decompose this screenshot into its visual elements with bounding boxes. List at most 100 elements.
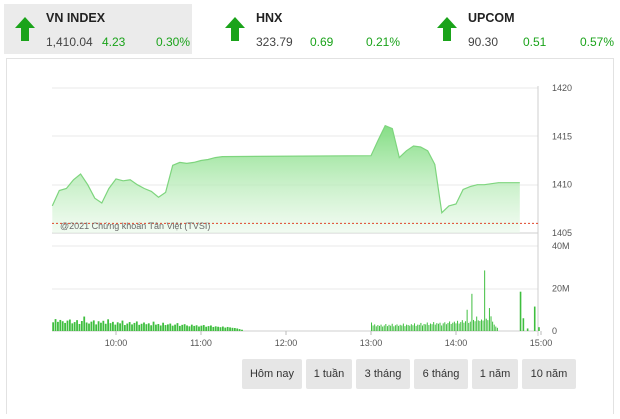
range-button-10-years[interactable]: 10 năm — [522, 359, 576, 389]
volume-bar — [131, 324, 133, 331]
volume-bar — [207, 326, 210, 331]
volume-bar — [442, 323, 444, 331]
volume-bar — [431, 324, 433, 331]
volume-bar — [466, 309, 468, 331]
volume-bar — [461, 320, 463, 331]
volume-bar — [155, 324, 157, 332]
index-tab-hnx[interactable]: HNX 323.79 0.69 0.21% — [214, 4, 404, 54]
volume-tick-label: 40M — [552, 241, 570, 251]
volume-bar — [484, 270, 486, 331]
volume-bar — [52, 322, 55, 331]
volume-bar — [80, 321, 83, 331]
volume-bar — [231, 327, 234, 331]
index-tab-vnindex[interactable]: VN INDEX 1,410.04 4.23 0.30% — [4, 4, 192, 54]
volume-bar — [482, 320, 484, 331]
index-value: 323.79 — [256, 35, 293, 49]
volume-bar — [402, 323, 404, 331]
volume-bar — [88, 323, 90, 331]
volume-bar — [409, 325, 411, 331]
volume-bar — [133, 322, 136, 331]
volume-bar — [447, 322, 449, 331]
volume-bar — [95, 324, 98, 331]
volume-bar — [385, 323, 387, 331]
volume-bar — [458, 323, 460, 331]
volume-bar — [128, 322, 131, 331]
volume-bar — [380, 324, 382, 332]
volume-bar — [66, 320, 69, 331]
volume-bar — [195, 325, 198, 331]
range-button-1-week[interactable]: 1 tuần — [306, 359, 352, 389]
volume-bar — [445, 324, 447, 331]
volume-bar — [533, 306, 536, 331]
range-button-1-year[interactable]: 1 năm — [472, 359, 518, 389]
price-tick-label: 1415 — [552, 131, 572, 141]
volume-bar — [426, 322, 428, 331]
volume-bar — [198, 326, 200, 331]
volume-bar — [393, 326, 395, 331]
volume-bar — [422, 325, 423, 331]
volume-bar — [143, 322, 145, 331]
volume-bar — [434, 324, 436, 332]
volume-bar — [169, 323, 172, 331]
index-percent: 0.57% — [580, 35, 615, 49]
volume-bar — [468, 322, 470, 331]
volume-bar — [479, 321, 481, 331]
volume-tick-label: 20M — [552, 284, 570, 294]
volume-bar — [135, 321, 138, 331]
volume-bar — [112, 321, 114, 331]
index-tab-upcom[interactable]: UPCOM 90.30 0.51 0.57% — [426, 4, 618, 54]
volume-bar — [214, 326, 217, 331]
volume-bar — [441, 325, 443, 331]
volume-bar — [83, 316, 86, 331]
up-arrow-icon — [225, 17, 245, 41]
volume-bar — [178, 325, 181, 331]
volume-bar — [64, 322, 66, 331]
volume-bar — [102, 320, 105, 331]
volume-bar — [123, 325, 126, 331]
index-value: 90.30 — [468, 35, 499, 49]
volume-bar — [92, 320, 95, 332]
index-header: VN INDEX 1,410.04 4.23 0.30% HNX 323.79 … — [0, 0, 620, 56]
volume-bar — [241, 329, 243, 331]
volume-bar — [469, 321, 471, 331]
volume-bar — [388, 324, 390, 331]
volume-bar — [398, 325, 400, 331]
volume-bar — [407, 325, 409, 331]
volume-bar — [147, 323, 150, 331]
volume-bar — [226, 326, 229, 331]
volume-bar — [233, 328, 236, 331]
volume-bar — [119, 323, 121, 331]
volume-bar — [412, 325, 414, 331]
range-button-today[interactable]: Hôm nay — [242, 359, 302, 389]
volume-bar — [477, 320, 479, 332]
volume-bar — [159, 325, 162, 331]
volume-bar — [61, 321, 64, 331]
volume-bar — [150, 325, 153, 331]
volume-bar — [526, 328, 529, 331]
volume-bar — [190, 324, 193, 332]
volume-bar — [183, 324, 186, 331]
volume-bar — [394, 325, 396, 331]
volume-bar — [104, 323, 107, 331]
volume-bar — [188, 326, 191, 331]
volume-bar — [401, 325, 403, 331]
time-tick-label: 11:00 — [190, 338, 212, 348]
up-arrow-icon — [15, 17, 35, 41]
volume-bar — [418, 324, 420, 331]
volume-bar — [460, 322, 462, 331]
volume-bar — [383, 325, 385, 331]
volume-bar — [522, 318, 525, 331]
range-button-6-months[interactable]: 6 tháng — [414, 359, 468, 389]
range-button-3-months[interactable]: 3 tháng — [356, 359, 410, 389]
index-percent: 0.30% — [156, 35, 191, 49]
volume-bar — [116, 322, 119, 331]
volume-bar — [73, 322, 76, 331]
volume-bar — [97, 321, 100, 331]
price-tick-label: 1420 — [552, 83, 572, 93]
price-tick-label: 1410 — [552, 180, 572, 190]
index-change: 0.69 — [310, 35, 334, 49]
volume-bar — [229, 327, 231, 331]
volume-bar — [76, 320, 78, 331]
volume-bar — [465, 321, 467, 331]
